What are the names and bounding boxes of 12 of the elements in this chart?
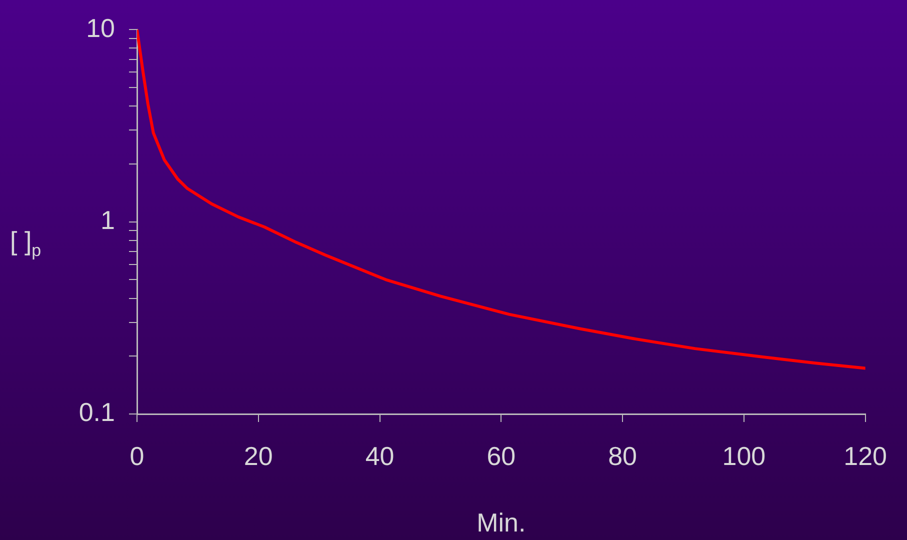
x-tick-label: 120 xyxy=(844,440,888,471)
x-axis-title: Min. xyxy=(476,508,526,538)
x-tick-label: 20 xyxy=(244,440,273,471)
x-tick-label: 60 xyxy=(486,440,516,471)
x-tick-label: 100 xyxy=(722,440,766,471)
x-tick-label: 40 xyxy=(365,440,394,471)
x-tick-label: 80 xyxy=(608,440,637,471)
y-tick-label: 10 xyxy=(86,12,115,43)
y-axis-title: [ ]$_{p}$ xyxy=(10,226,42,262)
y-tick-label: 0.1 xyxy=(78,397,115,428)
y-tick-label: 1 xyxy=(100,204,115,235)
x-tick-label: 0 xyxy=(130,440,144,471)
